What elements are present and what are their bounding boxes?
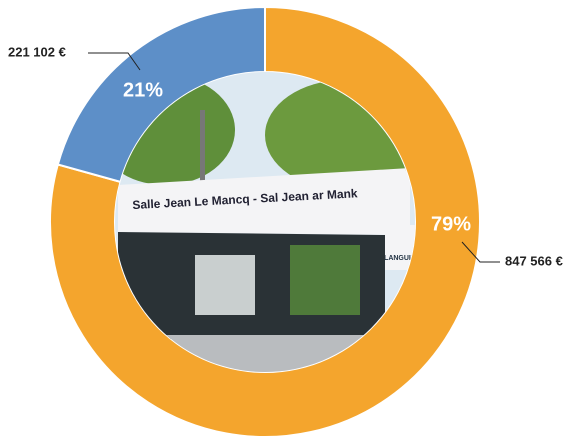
value-label: 847 566 € — [505, 253, 563, 268]
center-photo: Salle Jean Le Mancq - Sal Jean ar Mank L… — [115, 72, 416, 372]
donut-slice — [49, 5, 481, 437]
donut — [49, 5, 481, 437]
logo-text: LANGUID — [384, 255, 416, 262]
value-label: 221 102 € — [8, 44, 66, 59]
leader-line — [461, 241, 500, 263]
leader-line — [88, 52, 141, 71]
percent-label: 79% — [431, 213, 471, 235]
percent-label: 21% — [123, 79, 163, 101]
